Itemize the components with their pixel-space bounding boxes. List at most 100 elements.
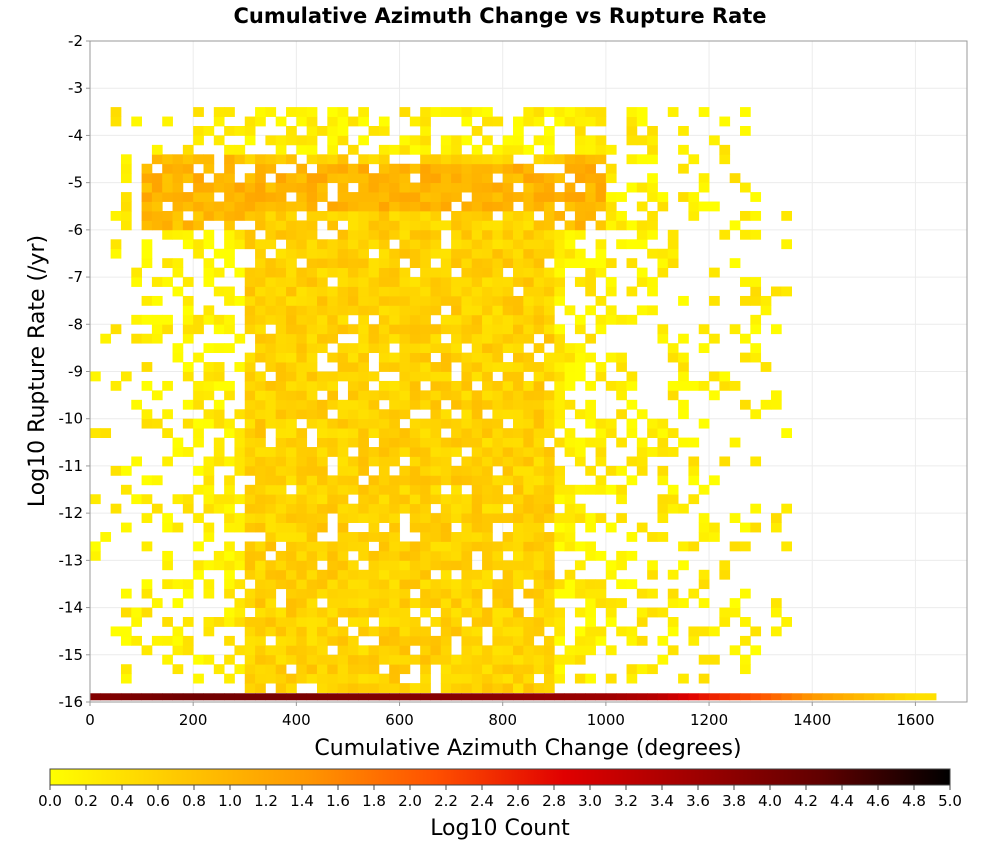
- heatmap-cell: [440, 248, 452, 259]
- heatmap-cell: [213, 248, 225, 259]
- heatmap-cell: [141, 248, 153, 259]
- heatmap-cell: [368, 673, 380, 684]
- heatmap-cell: [760, 295, 772, 306]
- heatmap-cell: [193, 673, 204, 684]
- heatmap-cell: [471, 617, 483, 627]
- heatmap-cell: [543, 418, 555, 429]
- heatmap-cell: [430, 295, 442, 306]
- heatmap-cell: [451, 418, 462, 429]
- heatmap-cell: [110, 626, 122, 637]
- heatmap-cell: [296, 456, 308, 467]
- heatmap-cell: [306, 513, 318, 523]
- heatmap-cell: [255, 437, 266, 448]
- heatmap-cell: [564, 343, 576, 354]
- heatmap-cell: [409, 182, 421, 193]
- heatmap-cell: [409, 522, 421, 533]
- heatmap-cell: [182, 447, 194, 457]
- heatmap-cell: [523, 560, 535, 571]
- heatmap-cell: [420, 664, 431, 675]
- heatmap-cell: [172, 598, 184, 608]
- heatmap-cell: [451, 239, 462, 250]
- heatmap-cell: [286, 579, 297, 590]
- heatmap-cell: [265, 258, 277, 269]
- heatmap-cell: [327, 210, 339, 221]
- heatmap-cell: [255, 324, 266, 335]
- heatmap-cell: [595, 437, 607, 448]
- heatmap-cell: [327, 314, 339, 325]
- heatmap-cell: [275, 626, 287, 637]
- heatmap-cell: [513, 465, 524, 476]
- heatmap-cell: [492, 447, 504, 457]
- heatmap-cell: [440, 635, 452, 646]
- heatmap-cell: [213, 617, 225, 627]
- colorbar-tick-label: 2.6: [506, 792, 530, 810]
- heatmap-cell: [265, 135, 277, 146]
- heatmap-cell: [513, 569, 524, 580]
- heatmap-cell: [203, 201, 215, 212]
- heatmap-cell: [420, 210, 431, 221]
- heatmap-cell: [461, 541, 473, 552]
- heatmap-cell: [523, 258, 535, 269]
- heatmap-cell: [574, 201, 586, 212]
- heatmap-cell: [296, 371, 308, 382]
- heatmap-cell: [224, 635, 235, 646]
- heatmap-cell: [451, 286, 462, 297]
- heatmap-cell: [399, 399, 411, 410]
- heatmap-cell: [585, 352, 596, 363]
- heatmap-cell: [750, 324, 762, 335]
- heatmap-cell: [244, 135, 256, 146]
- heatmap-cell: [389, 456, 400, 467]
- heatmap-cell: [255, 248, 266, 259]
- heatmap-cell: [626, 125, 638, 136]
- heatmap-cell: [110, 239, 122, 250]
- heatmap-cell: [513, 295, 524, 306]
- heatmap-cell: [440, 258, 452, 269]
- heatmap-cell: [698, 569, 710, 580]
- heatmap-cell: [523, 314, 535, 325]
- heatmap-cell: [182, 645, 194, 656]
- heatmap-cell: [296, 513, 308, 523]
- heatmap-cell: [482, 173, 493, 184]
- heatmap-cell: [750, 277, 762, 287]
- heatmap-cell: [224, 324, 235, 335]
- heatmap-cell: [647, 428, 658, 438]
- heatmap-cell: [543, 465, 555, 476]
- x-tick-label: 1400: [793, 711, 831, 729]
- heatmap-cell: [482, 456, 493, 467]
- colorbar-tick-label: 1.2: [254, 792, 278, 810]
- heatmap-cell: [554, 409, 566, 420]
- heatmap-cell: [296, 494, 308, 505]
- heatmap-cell: [358, 192, 369, 202]
- heatmap-cell: [368, 532, 380, 542]
- heatmap-cell: [750, 352, 762, 363]
- heatmap-cell: [513, 239, 524, 250]
- heatmap-cell: [523, 626, 535, 637]
- heatmap-cell: [523, 494, 535, 505]
- heatmap-cell: [358, 267, 369, 278]
- heatmap-cell: [440, 532, 452, 542]
- heatmap-cell: [471, 503, 483, 514]
- heatmap-cell: [265, 617, 277, 627]
- heatmap-cell: [389, 163, 400, 174]
- heatmap-cell: [378, 475, 390, 486]
- heatmap-cell: [492, 550, 504, 561]
- heatmap-cell: [502, 173, 514, 184]
- heatmap-cell: [296, 588, 308, 599]
- heatmap-cell: [327, 390, 339, 401]
- heatmap-cell: [316, 494, 328, 505]
- heatmap-cell: [389, 513, 400, 523]
- colorbar-label: Log10 Count: [430, 816, 570, 841]
- heatmap-cell: [306, 418, 318, 429]
- heatmap-cell: [255, 645, 266, 656]
- bottom-row-cell: [482, 693, 493, 701]
- heatmap-cell: [316, 324, 328, 335]
- heatmap-cell: [430, 617, 442, 627]
- heatmap-cell: [193, 201, 204, 212]
- heatmap-cell: [409, 560, 421, 571]
- heatmap-cell: [172, 522, 184, 533]
- heatmap-cell: [585, 305, 596, 316]
- heatmap-cell: [327, 607, 339, 618]
- heatmap-cell: [327, 654, 339, 665]
- heatmap-cell: [626, 135, 638, 146]
- heatmap-cell: [193, 569, 204, 580]
